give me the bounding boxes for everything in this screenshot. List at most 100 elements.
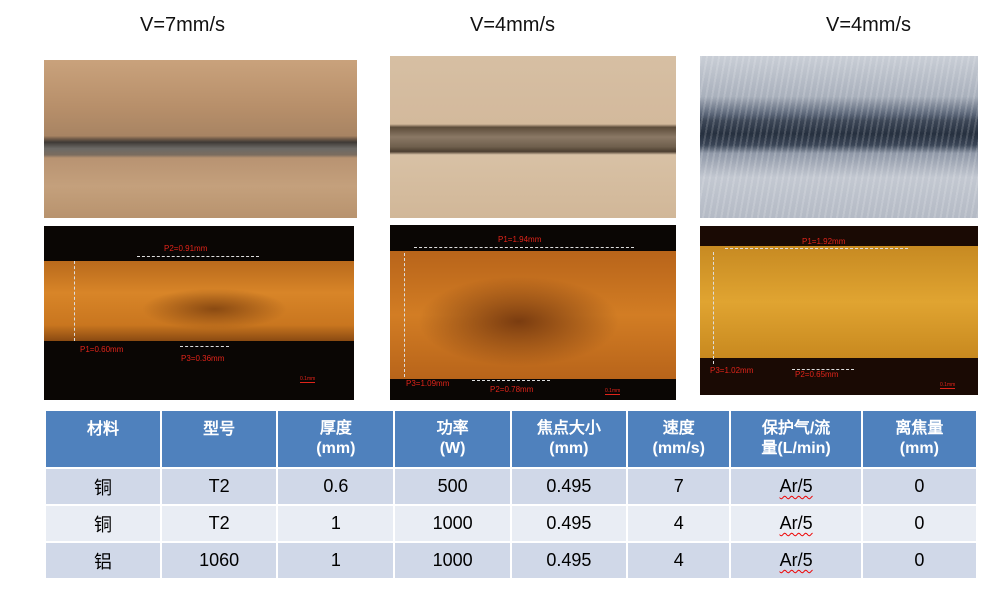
table-cell: 4 (627, 506, 730, 541)
label-p3: P3=1.02mm (710, 366, 754, 375)
column-header: 保护气/流 量(L/min) (731, 411, 861, 467)
header-line1: 材料 (87, 421, 120, 438)
table-cell: 500 (395, 469, 510, 504)
header-line1: 速度 (662, 420, 695, 437)
table-cell: Ar/5 (731, 506, 861, 541)
cell-value: 0 (914, 550, 925, 570)
measure-line-p2 (137, 256, 259, 257)
header-line2: 量(L/min) (761, 440, 831, 457)
title-sample-2: V=4mm/s (470, 14, 556, 36)
table-row: 铜 T2 1 1000 0.495 4 Ar/5 0 (46, 506, 976, 541)
cell-value: 0.495 (546, 476, 592, 496)
measure-line-p3 (404, 253, 405, 377)
cell-value: T2 (208, 476, 230, 496)
measure-line-p2 (792, 369, 854, 370)
column-header: 离焦量 (mm) (862, 411, 976, 467)
label-p3: P3=1.09mm (406, 379, 450, 388)
table-cell: 7 (627, 469, 730, 504)
cell-value: 0 (914, 513, 925, 533)
label-p2: P2=0.65mm (795, 370, 839, 379)
column-header: 焦点大小 (mm) (511, 411, 626, 467)
cell-value: Ar/5 (779, 476, 813, 496)
table-row: 铝 1060 1 1000 0.495 4 Ar/5 0 (46, 543, 976, 578)
cell-value: 铜 (94, 477, 112, 498)
header-line2: (mm) (899, 440, 939, 457)
header-line2: (mm) (316, 440, 356, 457)
cross-section-photo-3: P1=1.92mm P3=1.02mm P2=0.65mm 0.1mm (700, 226, 978, 395)
table-cell: 0.495 (511, 543, 626, 578)
table-cell: 铜 (46, 506, 161, 541)
column-header: 速度 (mm/s) (627, 411, 730, 467)
table-cell: T2 (162, 506, 277, 541)
column-header: 型号 (162, 411, 277, 467)
cell-value: 4 (673, 513, 684, 533)
scale-bar: 0.1mm (300, 376, 316, 383)
header-line1: 功率 (436, 420, 469, 437)
cell-value: 1000 (432, 550, 473, 570)
header-line2: (W) (439, 440, 466, 457)
cell-value: 7 (673, 476, 684, 496)
label-p1: P1=0.60mm (80, 345, 124, 354)
header-line1: 型号 (203, 421, 236, 438)
column-header: 厚度 (mm) (278, 411, 394, 467)
cell-value: 1060 (199, 550, 240, 570)
table-cell: 0 (862, 543, 976, 578)
cell-value: 0 (914, 476, 925, 496)
cross-section-photo-1: P2=0.91mm P1=0.60mm P3=0.36mm 0.1mm (44, 226, 354, 400)
column-header: 材料 (46, 411, 161, 467)
measure-line-p3 (180, 346, 229, 347)
table-cell: 铜 (46, 469, 161, 504)
welding-parameters-table: 材料 型号 厚度 (mm) 功率 (W) 焦点大小 (mm) 速度 (mm/s) 保护气/流 量(L/… (44, 409, 978, 580)
label-p3: P3=0.36mm (181, 354, 225, 363)
header-line1: 厚度 (319, 420, 352, 437)
table-header-row: 材料 型号 厚度 (mm) 功率 (W) 焦点大小 (mm) 速度 (mm/s) 保护气/流 量(L/… (46, 411, 976, 467)
table-cell: 0 (862, 469, 976, 504)
table-cell: 0.6 (278, 469, 394, 504)
label-p1: P1=1.92mm (802, 237, 846, 246)
table-cell: 1 (278, 543, 394, 578)
table-cell: Ar/5 (731, 543, 861, 578)
table-cell: 0 (862, 506, 976, 541)
table-cell: 0.495 (511, 469, 626, 504)
scale-bar: 0.1mm (940, 382, 956, 389)
cell-value: 铜 (94, 514, 112, 535)
measure-line-p1 (74, 261, 75, 341)
cross-section-photo-2: P1=1.94mm P3=1.09mm P2=0.78mm 0.1mm (390, 225, 676, 400)
cell-value: 4 (673, 550, 684, 570)
cell-value: 1 (330, 550, 341, 570)
cell-value: 0.495 (546, 550, 592, 570)
table-cell: T2 (162, 469, 277, 504)
cell-value: Ar/5 (779, 550, 813, 570)
cell-value: 1 (330, 513, 341, 533)
measure-line-p1 (414, 247, 634, 248)
label-p2: P2=0.78mm (490, 385, 534, 394)
cell-value: T2 (208, 513, 230, 533)
measure-line-p1 (725, 248, 908, 249)
header-line2: (mm/s) (652, 440, 705, 457)
cell-value: 500 (437, 476, 468, 496)
cell-value: 1000 (432, 513, 473, 533)
table-cell: 1000 (395, 506, 510, 541)
table-cell: 1 (278, 506, 394, 541)
table-cell: 铝 (46, 543, 161, 578)
measure-line-p2 (472, 380, 550, 381)
title-sample-3: V=4mm/s (826, 14, 912, 36)
weld-surface-photo-copper-0.6 (44, 60, 357, 218)
measure-line-p3 (713, 252, 714, 364)
table-cell: 0.495 (511, 506, 626, 541)
column-header: 功率 (W) (395, 411, 510, 467)
cell-value: 0.6 (323, 476, 349, 496)
table-cell: 1000 (395, 543, 510, 578)
table-cell: 1060 (162, 543, 277, 578)
table-row: 铜 T2 0.6 500 0.495 7 Ar/5 0 (46, 469, 976, 504)
cell-value: 0.495 (546, 513, 592, 533)
material-band (390, 251, 676, 379)
weld-surface-photo-aluminum (700, 56, 978, 218)
label-p1: P1=1.94mm (498, 235, 542, 244)
header-line1: 焦点大小 (536, 420, 601, 437)
title-sample-1: V=7mm/s (140, 14, 226, 36)
material-band (700, 246, 978, 358)
table-cell: Ar/5 (731, 469, 861, 504)
cell-value: Ar/5 (779, 513, 813, 533)
material-band (44, 261, 354, 341)
